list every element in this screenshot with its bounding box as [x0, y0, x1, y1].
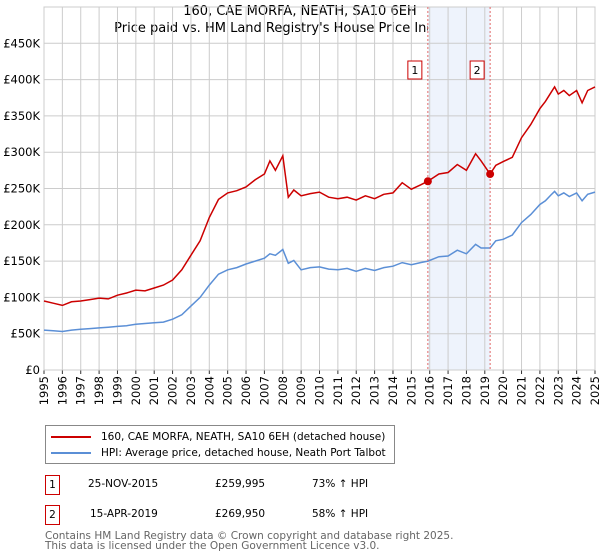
- x-tick-label: 1995: [37, 376, 51, 405]
- footer-line: Contains HM Land Registry data © Crown c…: [45, 530, 454, 542]
- plot-frame: [43, 6, 596, 371]
- sale-marker-badge: 2: [45, 505, 60, 525]
- x-tick-label: 2025: [588, 376, 600, 405]
- y-tick-label: £300K: [3, 145, 40, 159]
- sale-point: [423, 177, 432, 186]
- x-tick-label: 2000: [129, 376, 143, 405]
- sale-hpi-change: 58% ↑ HPI: [312, 508, 369, 520]
- x-tick-label: 2018: [459, 376, 473, 405]
- x-tick-label: 2010: [313, 376, 327, 405]
- sale-marker-box: [469, 60, 485, 80]
- sale-marker-label: 1: [411, 64, 418, 77]
- x-tick-label: 2003: [184, 376, 198, 405]
- sale-marker-box: [407, 60, 423, 80]
- x-tick-label: 2009: [294, 376, 308, 405]
- legend-label: 160, CAE MORFA, NEATH, SA10 6EH (detache…: [101, 431, 386, 443]
- x-tick-label: 2017: [441, 376, 455, 405]
- y-tick-label: £450K: [3, 36, 40, 50]
- sale-hpi-change: 73% ↑ HPI: [312, 478, 369, 490]
- x-tick-label: 2023: [551, 376, 565, 405]
- legend: 160, CAE MORFA, NEATH, SA10 6EH (detache…: [45, 425, 395, 464]
- legend-item-property: 160, CAE MORFA, NEATH, SA10 6EH (detache…: [51, 431, 385, 443]
- y-tick-label: £400K: [3, 73, 40, 87]
- x-tick-label: 1996: [55, 376, 69, 405]
- y-tick-label: £250K: [3, 182, 40, 196]
- sale-price: £269,950: [215, 508, 266, 520]
- x-tick-label: 2019: [478, 376, 492, 405]
- sale-row: 1 25-NOV-2015 £259,995 73% ↑ HPI: [45, 475, 445, 495]
- x-tick-label: 2014: [386, 376, 400, 405]
- price-chart: 1995 1996 1997 1998 1999 2000 2001 2002 2003 2004…: [3, 6, 600, 405]
- property-series-line: [43, 85, 596, 307]
- x-tick-label: 2021: [515, 376, 529, 405]
- footer-line: This data is licensed under the Open Gov…: [45, 540, 380, 552]
- x-tick-label: 2015: [404, 376, 418, 405]
- sale-marker-badge: 1: [45, 475, 60, 495]
- legend-swatch-red: [51, 436, 91, 438]
- y-tick-label: £0: [25, 363, 40, 377]
- x-tick-label: 2007: [257, 376, 271, 405]
- x-tick-label: 1999: [110, 376, 124, 405]
- x-tick-label: 2004: [202, 376, 216, 405]
- sale-date: 15-APR-2019: [90, 508, 158, 520]
- y-tick-label: £200K: [3, 218, 40, 232]
- x-tick-label: 2016: [423, 376, 437, 405]
- sale-marker-label: 2: [474, 64, 481, 77]
- footer: Contains HM Land Registry data © Crown c…: [45, 530, 454, 552]
- x-tick-label: 2022: [533, 376, 547, 405]
- x-tick-label: 2006: [239, 376, 253, 405]
- hpi-series-line: [43, 190, 596, 333]
- sale-row: 2 15-APR-2019 £269,950 58% ↑ HPI: [45, 505, 445, 525]
- y-tick-label: £100K: [3, 290, 40, 304]
- x-tick-label: 2011: [331, 376, 345, 405]
- legend-item-hpi: HPI: Average price, detached house, Neat…: [51, 447, 386, 459]
- x-tick-label: 2013: [368, 376, 382, 405]
- x-tick-label: 1998: [92, 376, 106, 405]
- y-tick-label: £150K: [3, 254, 40, 268]
- chart-title: 160, CAE MORFA, NEATH, SA10 6EH: [183, 4, 417, 19]
- x-tick-label: 2005: [221, 376, 235, 405]
- legend-swatch-blue: [51, 452, 91, 454]
- x-tick-label: 2020: [496, 376, 510, 405]
- x-tick-label: 2024: [570, 376, 584, 405]
- x-tick-label: 2001: [147, 376, 161, 405]
- sale-date: 25-NOV-2015: [88, 478, 159, 490]
- sale-point: [486, 170, 495, 179]
- sale-price: £259,995: [215, 478, 266, 490]
- x-tick-label: 2012: [349, 376, 363, 405]
- y-tick-label: £350K: [3, 109, 40, 123]
- y-tick-label: £50K: [11, 327, 41, 341]
- legend-label: HPI: Average price, detached house, Neat…: [101, 447, 386, 459]
- x-tick-label: 2002: [166, 376, 180, 405]
- x-tick-label: 1997: [74, 376, 88, 405]
- x-tick-label: 2008: [276, 376, 290, 405]
